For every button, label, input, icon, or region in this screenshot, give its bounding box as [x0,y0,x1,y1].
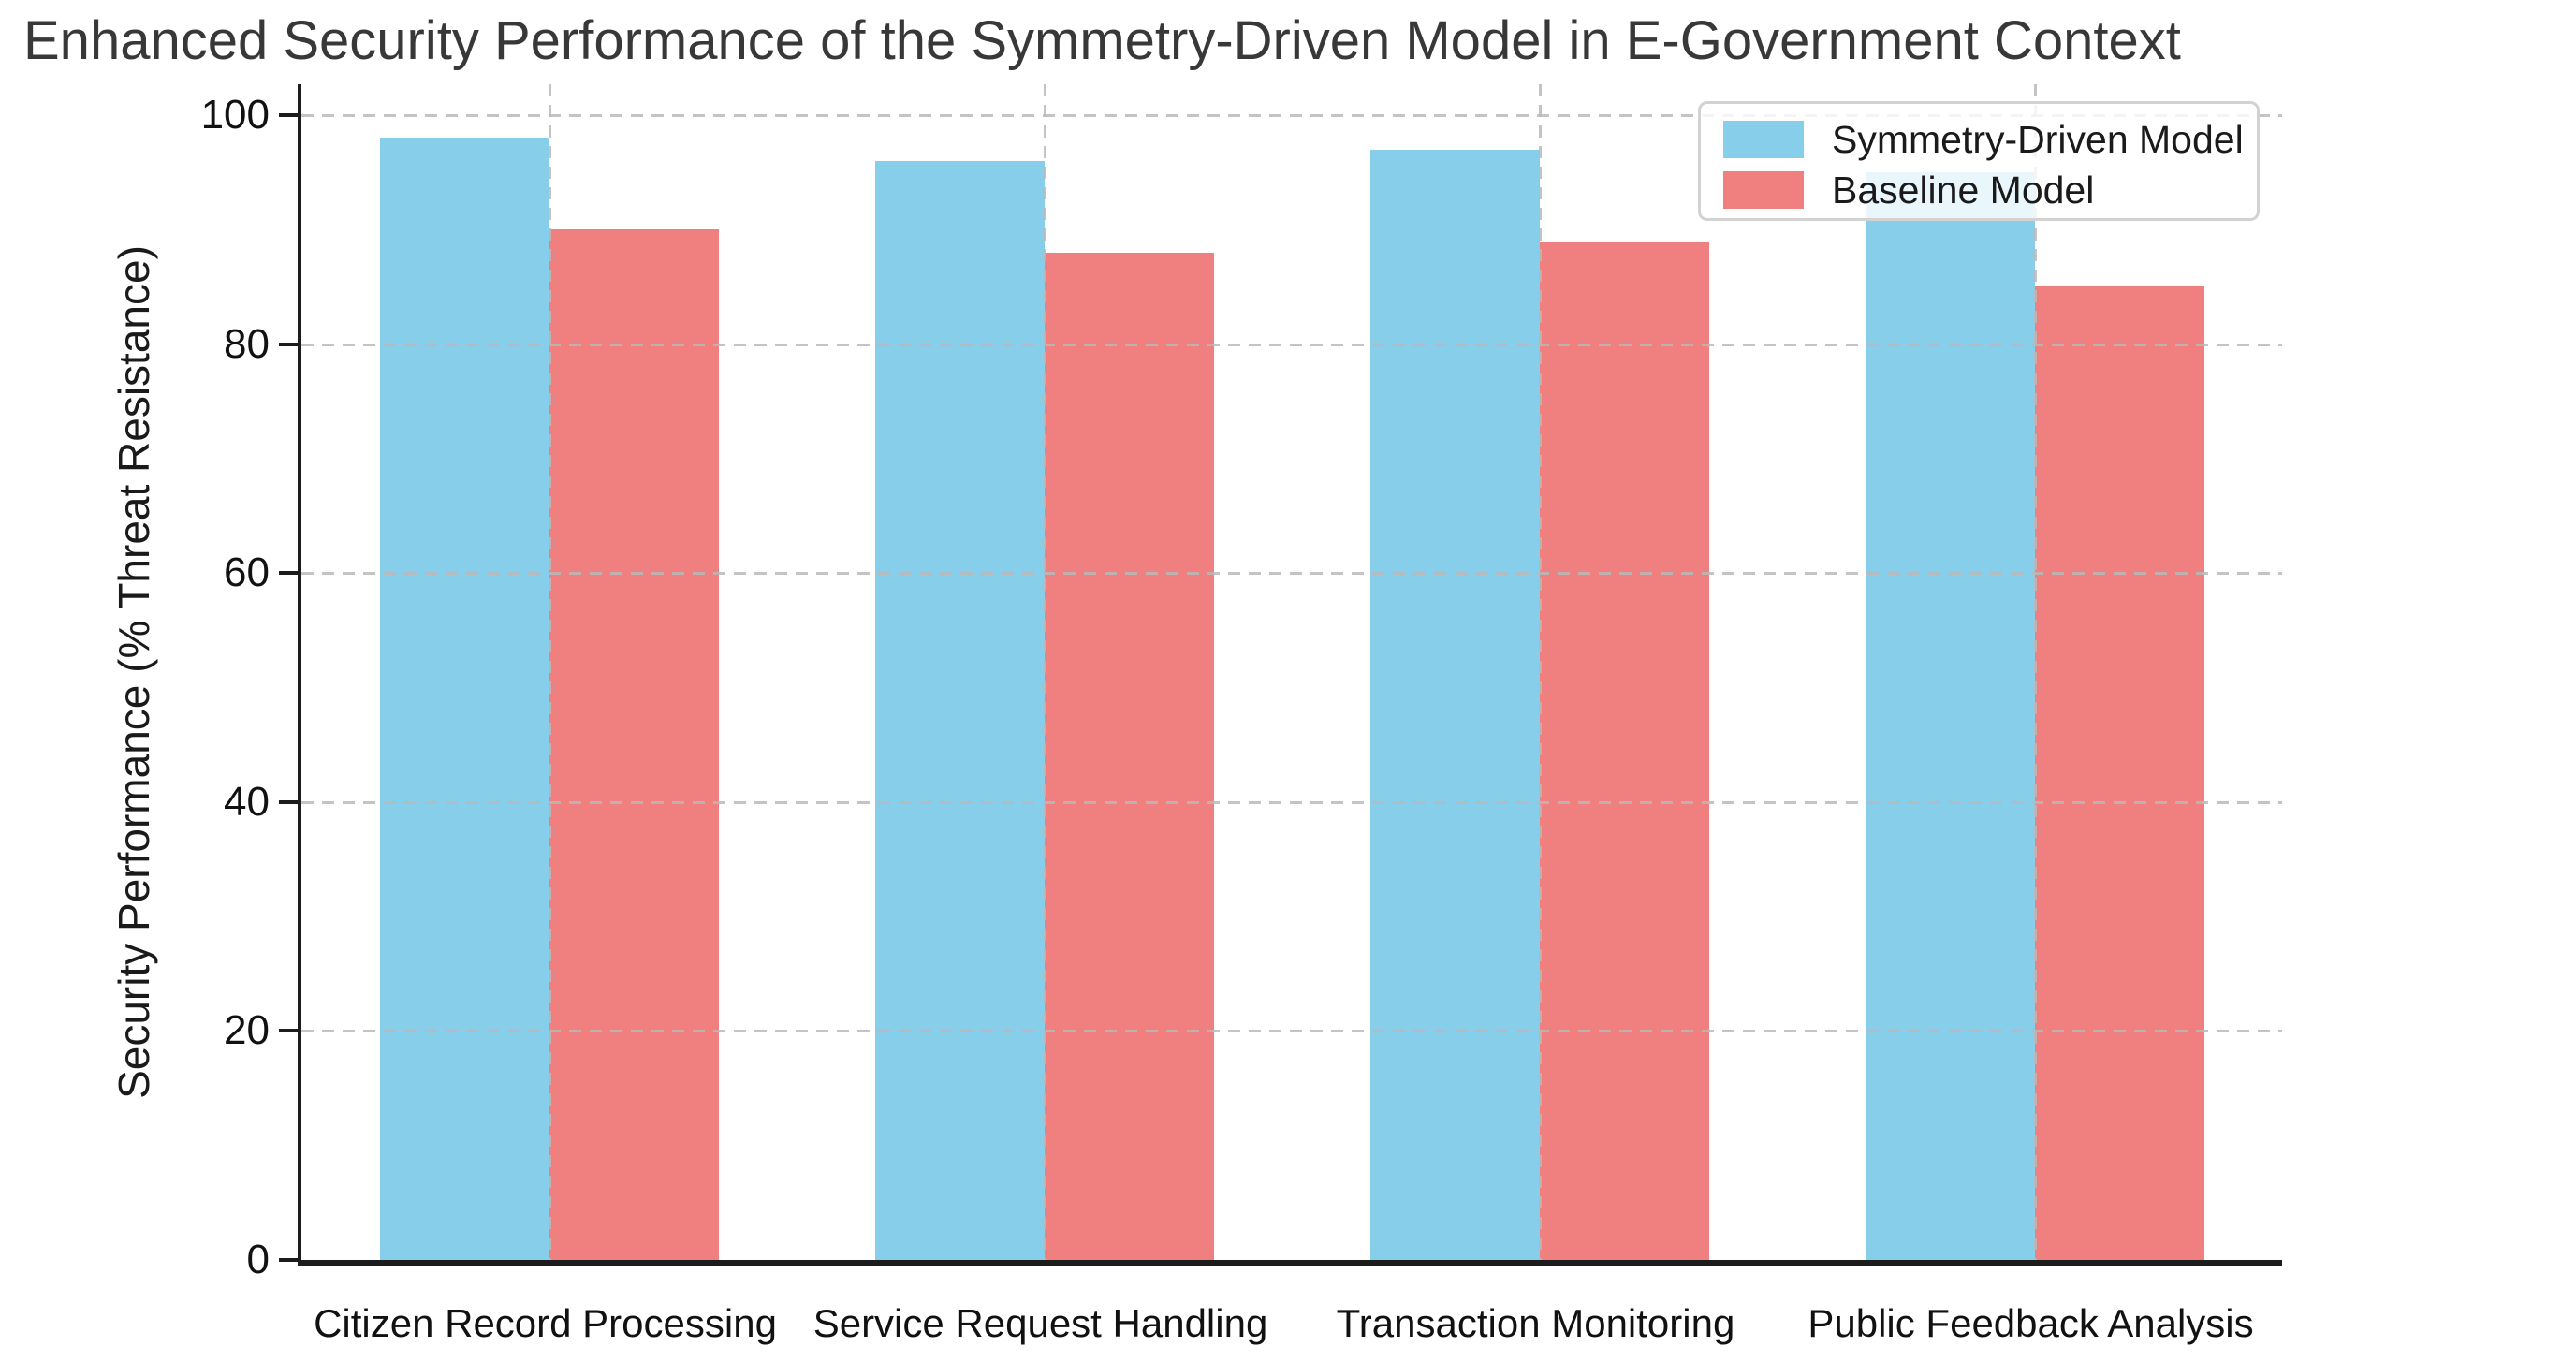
x-category-label-2: Service Request Handling [812,1301,1268,1345]
legend-rows: Symmetry-Driven Model Baseline Model [1723,115,2257,214]
bar-baseline-model-1 [549,229,719,1260]
bar-symmetry-driven-model-2 [874,160,1045,1260]
bar-symmetry-driven-model-3 [1369,149,1540,1260]
x-category-label-1: Citizen Record Processing [314,1301,777,1345]
legend-label-1: Symmetry-Driven Model [1832,117,2244,161]
y-tick-label-40: 40 [224,778,270,825]
bar-symmetry-driven-model-1 [379,138,549,1260]
bar-baseline-model-2 [1044,252,1214,1260]
y-tick-mark-100 [279,113,298,118]
chart-title: Enhanced Security Performance of the Sym… [23,10,2181,71]
legend-label-2: Baseline Model [1832,168,2095,212]
legend-swatch-symmetry-driven-model [1723,121,1804,158]
legend: Symmetry-Driven Model Baseline Model [1698,101,2260,221]
y-tick-mark-60 [279,571,298,576]
legend-row-1: Symmetry-Driven Model [1723,115,2257,164]
y-axis-label: Security Performance (% Threat Resistanc… [110,245,158,1099]
y-tick-label-80: 80 [224,320,270,367]
bar-symmetry-driven-model-4 [1865,172,2035,1260]
y-tick-mark-0 [279,1258,298,1262]
legend-swatch-baseline-model [1723,171,1804,209]
y-tick-mark-40 [279,799,298,804]
x-category-label-4: Public Feedback Analysis [1808,1301,2254,1345]
y-tick-label-20: 20 [224,1007,270,1054]
y-tick-label-60: 60 [224,549,270,596]
y-tick-label-0: 0 [246,1237,270,1282]
plot-area [298,84,2282,1266]
y-tick-label-100: 100 [200,92,270,139]
y-tick-mark-20 [279,1029,298,1033]
x-category-label-3: Transaction Monitoring [1336,1301,1735,1345]
y-tick-mark-80 [279,342,298,346]
bar-baseline-model-3 [1539,241,1709,1260]
bar-baseline-model-4 [2034,286,2204,1260]
legend-row-2: Baseline Model [1723,166,2257,214]
